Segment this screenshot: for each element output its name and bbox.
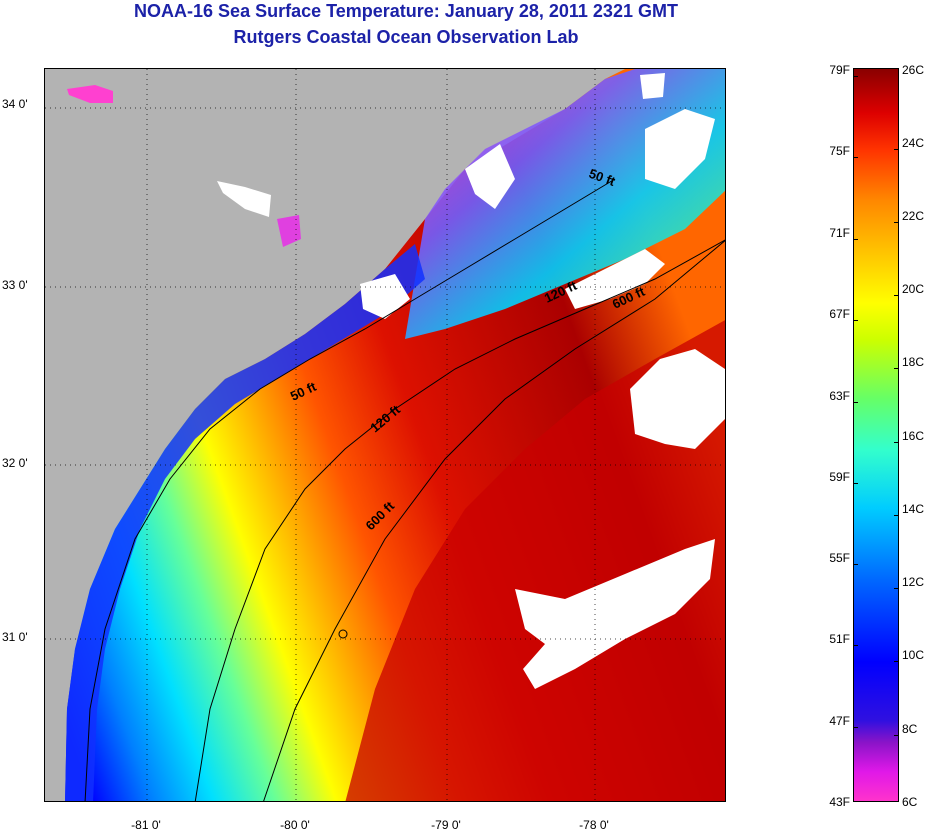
cloud-patch	[515, 539, 715, 689]
cloud-patch	[565, 249, 665, 309]
colorbar-tick	[894, 735, 899, 736]
colorbar-tick	[853, 645, 858, 646]
colorbar-tick	[894, 515, 899, 516]
cloud-patch	[360, 274, 410, 319]
colorbar-label-f: 79F	[829, 63, 850, 77]
colorbar-label-f: 71F	[829, 226, 850, 240]
colorbar-label-f: 67F	[829, 307, 850, 321]
colorbar-label-c: 6C	[902, 795, 918, 809]
colorbar-tick	[894, 588, 899, 589]
cloud-patch	[465, 144, 515, 209]
cloud-patch	[645, 109, 715, 189]
colorbar-tick	[894, 295, 899, 296]
colorbar-label-f: 55F	[829, 551, 850, 565]
map-title: NOAA-16 Sea Surface Temperature: January…	[134, 1, 678, 21]
colorbar-label-f: 63F	[829, 389, 850, 403]
contour-50ft	[84, 178, 616, 801]
inland-cloud-patch	[67, 85, 113, 103]
cloud-patch	[630, 349, 725, 449]
longitude-label-80: -80 0'	[280, 818, 310, 832]
colorbar-tick	[853, 402, 858, 403]
colorbar-label-f: 51F	[829, 632, 850, 646]
colorbar-label-c: 16C	[902, 429, 925, 443]
station-marker	[338, 629, 348, 639]
inland-cloud-patch	[277, 215, 301, 247]
temperature-colorbar	[853, 68, 899, 802]
colorbar-tick	[853, 320, 858, 321]
colorbar-tick	[853, 564, 858, 565]
colorbar-tick	[894, 442, 899, 443]
colorbar-label-c: 24C	[902, 136, 925, 150]
colorbar-label-c: 14C	[902, 502, 925, 516]
latitude-label-31: 31 0'	[2, 630, 28, 644]
colorbar-label-c: 8C	[902, 722, 918, 736]
colorbar-tick	[894, 222, 899, 223]
colorbar-label-f: 47F	[829, 714, 850, 728]
colorbar-label-c: 12C	[902, 575, 925, 589]
colorbar-tick	[853, 157, 858, 158]
sst-map-graphic: 50 ft 120 ft 600 ft 50 ft 120 ft 600 ft	[45, 69, 725, 801]
cloud-patch	[640, 73, 665, 99]
longitude-label-79: -79 0'	[431, 818, 461, 832]
map-subtitle: Rutgers Coastal Ocean Observation Lab	[233, 27, 579, 47]
contour-120ft	[194, 239, 725, 801]
longitude-label-81: -81 0'	[131, 818, 161, 832]
latitude-label-32: 32 0'	[2, 456, 28, 470]
colorbar-label-f: 43F	[829, 795, 850, 809]
graticule	[45, 69, 725, 801]
colorbar-label-f: 59F	[829, 470, 850, 484]
colorbar-tick	[894, 149, 899, 150]
colorbar-label-c: 22C	[902, 209, 925, 223]
colorbar-tick	[853, 239, 858, 240]
colorbar-label-c: 20C	[902, 282, 925, 296]
contour-600ft	[263, 240, 725, 801]
latitude-label-33: 33 0'	[2, 278, 28, 292]
sst-map[interactable]: 50 ft 120 ft 600 ft 50 ft 120 ft 600 ft	[44, 68, 726, 802]
colorbar-label-c: 18C	[902, 355, 925, 369]
colorbar-label-c: 26C	[902, 63, 925, 77]
colorbar-label-f: 75F	[829, 144, 850, 158]
colorbar-tick	[853, 727, 858, 728]
latitude-label-34: 34 0'	[2, 97, 28, 111]
colorbar-tick	[894, 368, 899, 369]
colorbar-tick	[853, 76, 858, 77]
colorbar-tick	[894, 661, 899, 662]
colorbar-label-c: 10C	[902, 648, 925, 662]
inland-cloud-patch	[217, 181, 271, 217]
colorbar-tick	[853, 483, 858, 484]
gulf-stream-core	[345, 320, 725, 801]
longitude-label-78: -78 0'	[579, 818, 609, 832]
